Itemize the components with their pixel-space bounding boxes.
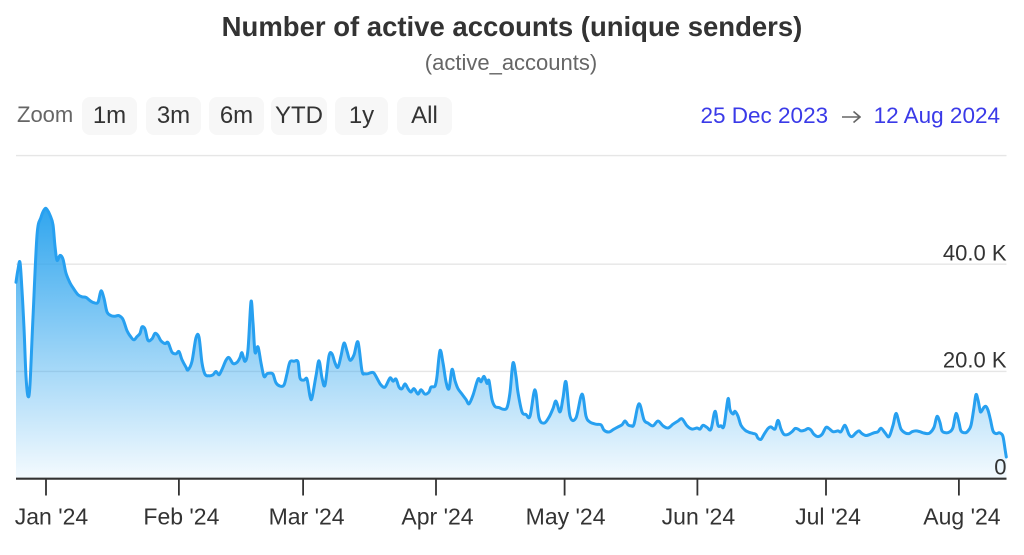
svg-text:Jun '24: Jun '24	[662, 504, 736, 530]
svg-text:40.0 K: 40.0 K	[943, 240, 1007, 265]
svg-text:20.0 K: 20.0 K	[943, 348, 1007, 373]
svg-text:May '24: May '24	[526, 504, 606, 530]
svg-text:Jan '24: Jan '24	[15, 504, 89, 530]
svg-text:Jul '24: Jul '24	[795, 504, 861, 530]
svg-text:Apr '24: Apr '24	[401, 504, 473, 530]
svg-text:Feb '24: Feb '24	[143, 504, 219, 530]
svg-text:Mar '24: Mar '24	[269, 504, 345, 530]
svg-text:Aug '24: Aug '24	[923, 504, 1000, 530]
svg-text:0: 0	[994, 455, 1006, 480]
